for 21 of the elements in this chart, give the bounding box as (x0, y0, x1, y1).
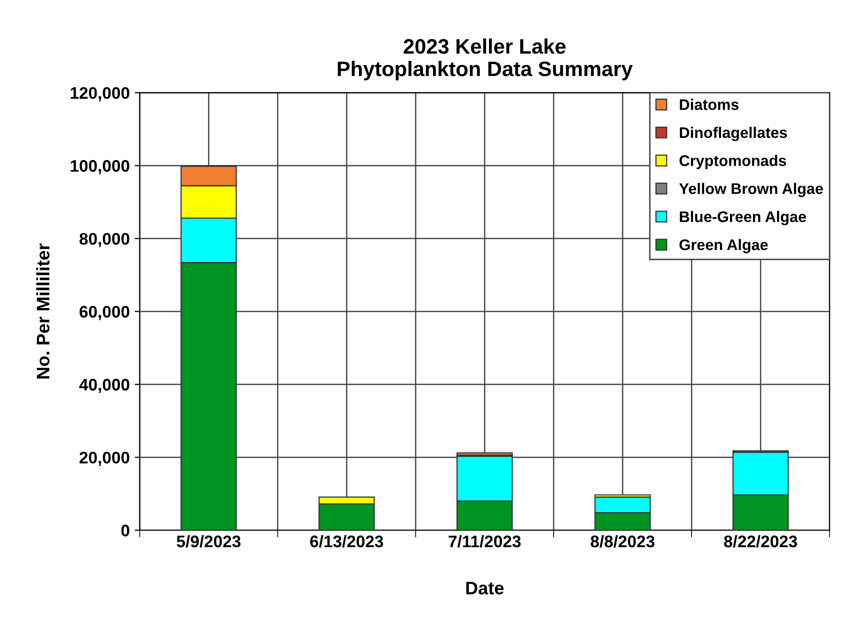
y-tick-label: 60,000 (80, 306, 130, 320)
y-tick-label: 0 (121, 524, 130, 536)
legend-label: Diatoms (680, 98, 739, 110)
x-axis-title: Date (466, 582, 504, 594)
x-tick-label: 8/22/2023 (724, 535, 798, 548)
x-tick-label: 8/8/2023 (590, 535, 654, 548)
x-tick-label: 6/13/2023 (310, 535, 384, 548)
legend-label: Dinoflagellates (680, 126, 787, 142)
x-tick-label: 7/11/2023 (448, 535, 521, 548)
y-tick-label: 80,000 (80, 232, 130, 248)
y-tick-label: 120,000 (70, 87, 130, 102)
legend-label: Yellow Brown Algae (679, 182, 823, 198)
x-tick-label: 5/9/2023 (176, 535, 241, 548)
legend-label: Blue-Green Algae (680, 210, 806, 226)
legend-label: Green Algae (680, 238, 768, 254)
y-tick-label: 100,000 (70, 160, 130, 174)
y-tick-label: 20,000 (80, 452, 130, 466)
y-tick-label: 40,000 (79, 378, 130, 394)
y-axis-title: No. Per Milliliter (36, 244, 50, 378)
chart-title: 2023 Keller Lake Phytoplankton Data Summary (338, 38, 633, 80)
legend-label: Cryptomonads (680, 154, 786, 170)
